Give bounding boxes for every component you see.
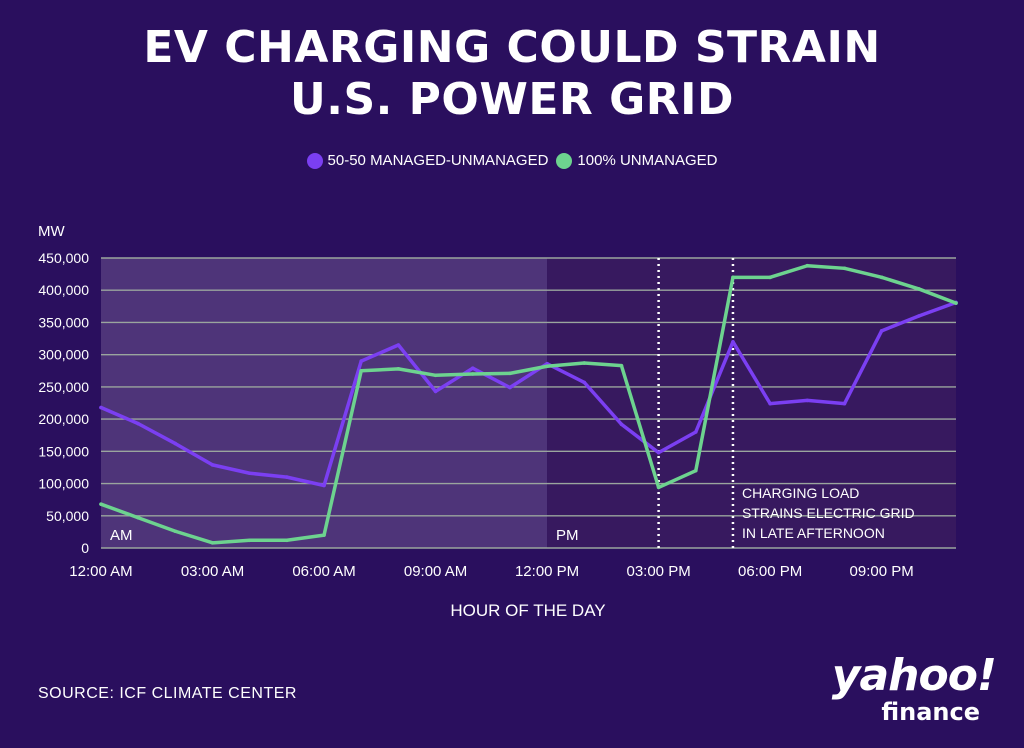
- annotation: CHARGING LOAD STRAINS ELECTRIC GRID IN L…: [742, 485, 915, 541]
- x-tick-labels: 12:00 AM 03:00 AM 06:00 AM 09:00 AM 12:00 PM…: [69, 563, 913, 580]
- data-point-managed: [210, 463, 215, 467]
- legend-item-managed: 50-50 MANAGED-UNMANAGED: [306, 152, 549, 169]
- data-point-managed: [805, 398, 810, 403]
- annotation-line-3: IN LATE AFTERNOON: [742, 525, 885, 541]
- data-point-unmanaged: [917, 287, 921, 291]
- x-tick-label: 12:00 PM: [515, 563, 579, 580]
- annotation-line-2: STRAINS ELECTRIC GRID: [742, 505, 915, 521]
- pm-label: PM: [556, 527, 579, 544]
- pm-region: [547, 258, 956, 548]
- data-point-managed: [99, 405, 103, 410]
- legend-label-managed: 50-50 MANAGED-UNMANAGED: [327, 152, 549, 169]
- x-axis-label: HOUR OF THE DAY: [450, 601, 605, 620]
- data-point-unmanaged: [433, 373, 438, 378]
- data-point-managed: [842, 401, 847, 406]
- y-tick-label: 150,000: [38, 443, 89, 459]
- y-axis-label: MW: [38, 223, 65, 240]
- data-point-unmanaged: [508, 371, 512, 376]
- chart-title: EV CHARGING COULD STRAIN U.S. POWER GRID: [0, 22, 1024, 126]
- data-point-unmanaged: [285, 538, 289, 543]
- data-point-unmanaged: [805, 263, 810, 268]
- y-tick-label: 0: [81, 540, 89, 556]
- am-region: [101, 258, 548, 548]
- y-tick-label: 200,000: [38, 411, 89, 427]
- data-point-managed: [917, 314, 921, 318]
- logo-sub-text: finance: [881, 698, 980, 726]
- legend-swatch-managed: [306, 152, 323, 169]
- series-line-managed: [99, 300, 958, 488]
- source-note: SOURCE: ICF CLIMATE CENTER: [38, 685, 297, 702]
- gridlines: [101, 257, 956, 549]
- data-point-unmanaged: [210, 541, 215, 545]
- legend-label-unmanaged: 100% UNMANAGED: [577, 152, 718, 169]
- y-tick-labels: 0 50,000 100,000 150,000 200,000 250,000 300,0…: [38, 250, 89, 556]
- data-point-unmanaged: [954, 301, 958, 305]
- yahoo-finance-logo: yahoo! finance: [806, 650, 997, 726]
- data-point-managed: [173, 441, 178, 446]
- data-point-unmanaged: [545, 364, 549, 369]
- data-point-managed: [582, 380, 587, 385]
- data-point-managed: [285, 475, 289, 479]
- annotation-line-1: CHARGING LOAD: [742, 485, 859, 501]
- data-point-managed: [731, 339, 735, 344]
- data-point-managed: [470, 366, 475, 371]
- x-tick-label: 03:00 PM: [626, 563, 690, 580]
- x-tick-label: 09:00 PM: [850, 563, 914, 580]
- data-point-unmanaged: [247, 538, 252, 543]
- data-point-managed: [322, 483, 326, 488]
- data-point-unmanaged: [322, 533, 326, 537]
- y-tick-label: 100,000: [38, 476, 89, 492]
- data-point-unmanaged: [582, 361, 587, 365]
- data-point-unmanaged: [842, 266, 847, 271]
- y-tick-label: 250,000: [38, 379, 89, 395]
- data-point-unmanaged: [470, 372, 475, 376]
- data-point-managed: [693, 430, 698, 434]
- data-point-managed: [656, 450, 661, 455]
- legend-item-unmanaged: 100% UNMANAGED: [556, 152, 717, 169]
- x-tick-label: 03:00 AM: [181, 563, 244, 580]
- data-point-unmanaged: [619, 363, 624, 368]
- y-tick-label: 350,000: [38, 314, 89, 330]
- y-tick-label: 50,000: [46, 508, 89, 524]
- data-point-managed: [396, 343, 401, 347]
- y-tick-label: 400,000: [38, 282, 89, 298]
- chart-title-line-1: EV CHARGING COULD STRAIN: [143, 22, 881, 73]
- data-point-managed: [619, 422, 624, 427]
- data-point-unmanaged: [768, 275, 772, 280]
- time-markers: [657, 258, 735, 548]
- y-tick-label: 450,000: [38, 250, 89, 266]
- data-point-unmanaged: [173, 529, 178, 534]
- data-point-unmanaged: [359, 368, 364, 373]
- series-line-unmanaged: [99, 263, 958, 545]
- am-label: AM: [110, 527, 133, 544]
- series-lines: [99, 263, 958, 545]
- data-point-managed: [879, 329, 884, 333]
- x-tick-label: 12:00 AM: [69, 563, 132, 580]
- data-point-unmanaged: [656, 485, 661, 490]
- data-point-managed: [508, 385, 512, 390]
- data-point-managed: [136, 421, 140, 426]
- chart-title-line-2: U.S. POWER GRID: [290, 74, 734, 125]
- logo-main-text: yahoo!: [831, 650, 997, 701]
- y-tick-label: 300,000: [38, 347, 89, 363]
- data-point-managed: [433, 389, 438, 394]
- data-point-managed: [768, 401, 772, 406]
- data-point-unmanaged: [693, 468, 698, 473]
- legend: 50-50 MANAGED-UNMANAGED 100% UNMANAGED: [0, 152, 1024, 169]
- data-point-unmanaged: [99, 502, 103, 506]
- data-point-unmanaged: [136, 515, 140, 520]
- data-point-unmanaged: [396, 367, 401, 371]
- data-point-unmanaged: [879, 275, 884, 280]
- data-point-managed: [247, 471, 252, 476]
- data-point-unmanaged: [731, 275, 735, 280]
- legend-swatch-unmanaged: [556, 152, 573, 169]
- data-point-managed: [359, 359, 364, 363]
- x-tick-label: 09:00 AM: [404, 563, 467, 580]
- x-tick-label: 06:00 PM: [738, 563, 802, 580]
- x-tick-label: 06:00 AM: [292, 563, 355, 580]
